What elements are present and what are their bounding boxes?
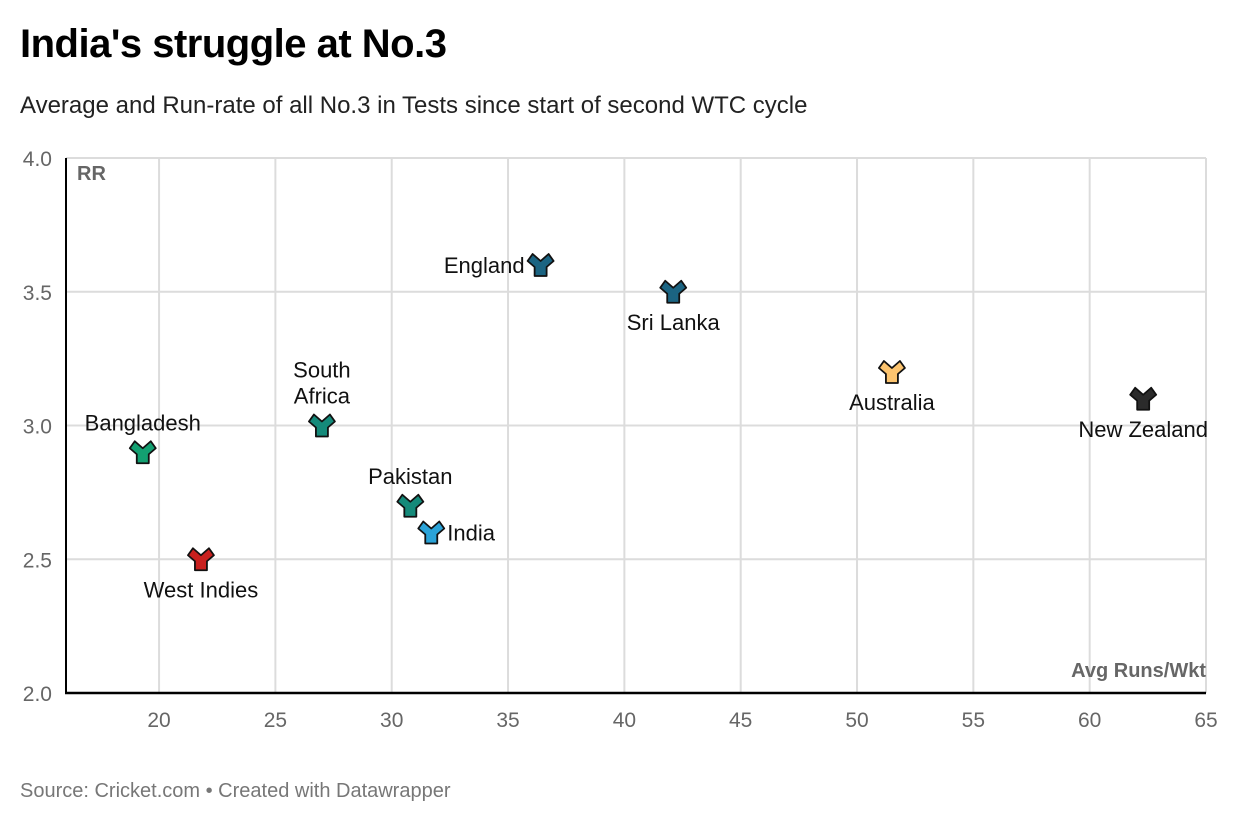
point-pakistan: Pakistan <box>368 464 453 518</box>
x-tick-label: 55 <box>962 709 985 732</box>
chart-title: India's struggle at No.3 <box>20 22 447 66</box>
point-label: New Zealand <box>1078 417 1208 442</box>
point-west-indies: West Indies <box>144 547 259 602</box>
y-tick-label: 4.0 <box>23 148 52 171</box>
point-india: India <box>417 520 496 546</box>
chart-subtitle: Average and Run-rate of all No.3 in Test… <box>20 92 808 119</box>
point-label: West Indies <box>144 577 259 602</box>
point-marker <box>1129 386 1158 411</box>
point-new-zealand: New Zealand <box>1078 386 1208 442</box>
point-marker <box>659 279 688 304</box>
points: England Sri Lanka Australia New Zealand Sout… <box>85 253 1208 602</box>
grid <box>65 157 1207 695</box>
point-marker <box>878 360 906 384</box>
x-axis-label: Avg Runs/Wkt <box>1071 660 1206 682</box>
tick-labels: 2.0 2.5 3.0 3.5 4.0 20 25 30 35 40 45 50 55 60 65 <box>23 148 1218 732</box>
point-australia: Australia <box>849 360 935 415</box>
x-tick-label: 65 <box>1194 709 1217 732</box>
x-tick-label: 20 <box>147 709 170 732</box>
x-tick-label: 50 <box>845 709 868 732</box>
x-tick-label: 60 <box>1078 709 1101 732</box>
point-label: India <box>447 521 495 546</box>
y-tick-label: 2.0 <box>23 683 52 706</box>
point-marker <box>417 520 446 545</box>
x-tick-label: 25 <box>264 709 287 732</box>
point-label: England <box>444 253 525 278</box>
y-tick-label: 2.5 <box>23 549 52 572</box>
point-sri-lanka: Sri Lanka <box>627 279 721 335</box>
point-label: Sri Lanka <box>627 310 721 335</box>
x-tick-label: 30 <box>380 709 403 732</box>
y-axis-label: RR <box>77 163 106 185</box>
y-tick-label: 3.0 <box>23 416 52 439</box>
point-marker <box>128 440 157 465</box>
point-label: South <box>293 358 351 383</box>
point-marker <box>187 547 215 572</box>
point-label: Bangladesh <box>85 410 201 435</box>
point-england: England <box>444 253 555 278</box>
point-marker <box>396 493 425 518</box>
point-label: Africa <box>294 384 351 409</box>
x-tick-label: 40 <box>613 709 636 732</box>
point-marker <box>308 413 336 438</box>
source-footer: Source: Cricket.com • Created with Dataw… <box>20 780 451 802</box>
point-label: Australia <box>849 390 935 415</box>
y-tick-label: 3.5 <box>23 282 52 305</box>
x-tick-label: 45 <box>729 709 752 732</box>
point-bangladesh: Bangladesh <box>85 410 201 465</box>
point-label: Pakistan <box>368 464 452 489</box>
point-marker <box>526 253 555 277</box>
x-tick-label: 35 <box>496 709 519 732</box>
